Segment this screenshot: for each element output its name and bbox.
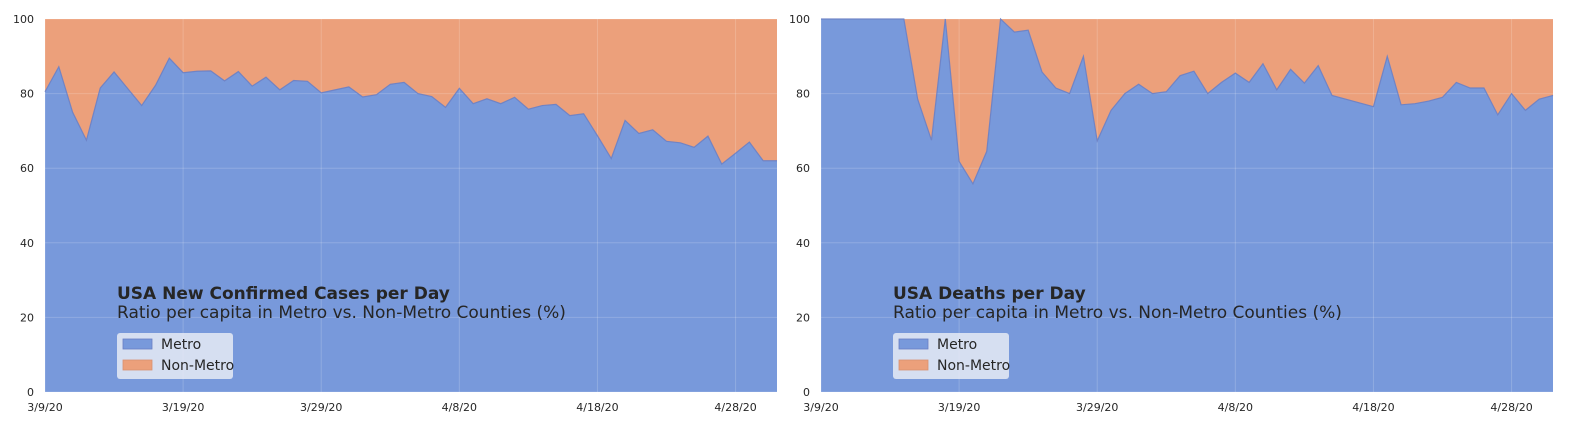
deaths-y-tick-label: 20 xyxy=(796,311,810,324)
deaths-legend-metro-swatch xyxy=(898,338,929,350)
deaths-y-tick-label: 100 xyxy=(789,13,810,26)
deaths-x-tick-label: 3/29/20 xyxy=(1076,401,1118,414)
deaths-y-tick-label: 80 xyxy=(796,88,810,101)
deaths-metro-line xyxy=(821,17,1554,186)
cases-x-tick-label: 3/29/20 xyxy=(300,401,342,414)
cases-x-tick-label: 3/19/20 xyxy=(162,401,204,414)
deaths-chart-panel: 0 20 40 60 80 100 3/9/20 3/19/20 3/29/20 4/8/20 4/… xyxy=(789,13,1554,414)
cases-plot-area xyxy=(44,18,777,393)
deaths-x-tick-label: 4/18/20 xyxy=(1352,401,1394,414)
deaths-x-tick-label: 4/28/20 xyxy=(1490,401,1532,414)
cases-y-tick-label: 100 xyxy=(13,13,34,26)
cases-legend-non-metro-swatch xyxy=(122,359,153,371)
deaths-x-tick-label: 3/9/20 xyxy=(803,401,838,414)
deaths-y-tick-label: 40 xyxy=(796,237,810,250)
deaths-axes: 0 20 40 60 80 100 3/9/20 3/19/20 3/29/20 4/8/20 4/… xyxy=(789,13,1533,414)
cases-y-tick-label: 0 xyxy=(27,386,34,399)
cases-x-tick-label: 3/9/20 xyxy=(27,401,62,414)
deaths-non-metro-area xyxy=(821,19,1553,184)
cases-axes: 0 20 40 60 80 100 3/9/20 3/19/20 3/29/20 4/8/20 4/… xyxy=(13,13,757,414)
cases-x-tick-label: 4/18/20 xyxy=(576,401,618,414)
cases-y-tick-label: 40 xyxy=(20,237,34,250)
deaths-y-tick-label: 60 xyxy=(796,162,810,175)
deaths-plot-area xyxy=(820,17,1554,393)
cases-chart-title: USA New Confirmed Cases per Day xyxy=(117,284,450,304)
cases-legend-non-metro-label: Non-Metro xyxy=(161,358,234,374)
cases-legend: Metro Non-Metro xyxy=(117,333,234,379)
deaths-chart-subtitle: Ratio per capita in Metro vs. Non-Metro … xyxy=(893,303,1342,323)
cases-metro-line xyxy=(44,57,777,166)
cases-y-tick-label: 60 xyxy=(20,162,34,175)
cases-x-tick-label: 4/28/20 xyxy=(714,401,756,414)
cases-y-tick-label: 80 xyxy=(20,88,34,101)
cases-x-tick-label: 4/8/20 xyxy=(442,401,477,414)
deaths-y-tick-label: 0 xyxy=(803,386,810,399)
cases-chart-panel: 0 20 40 60 80 100 3/9/20 3/19/20 3/29/20 4/8/20 4/… xyxy=(13,13,777,414)
deaths-x-tick-label: 3/19/20 xyxy=(938,401,980,414)
deaths-legend-metro-label: Metro xyxy=(937,337,977,353)
deaths-legend: Metro Non-Metro xyxy=(893,333,1010,379)
deaths-legend-non-metro-label: Non-Metro xyxy=(937,358,1010,374)
cases-non-metro-area xyxy=(45,19,777,165)
cases-chart-subtitle: Ratio per capita in Metro vs. Non-Metro … xyxy=(117,303,566,323)
deaths-legend-non-metro-swatch xyxy=(898,359,929,371)
cases-metro-area xyxy=(45,58,777,392)
deaths-metro-area xyxy=(821,19,1553,392)
deaths-chart-title: USA Deaths per Day xyxy=(893,284,1086,304)
cases-y-tick-label: 20 xyxy=(20,311,34,324)
cases-legend-metro-swatch xyxy=(122,338,153,350)
cases-legend-metro-label: Metro xyxy=(161,337,201,353)
deaths-x-tick-label: 4/8/20 xyxy=(1218,401,1253,414)
